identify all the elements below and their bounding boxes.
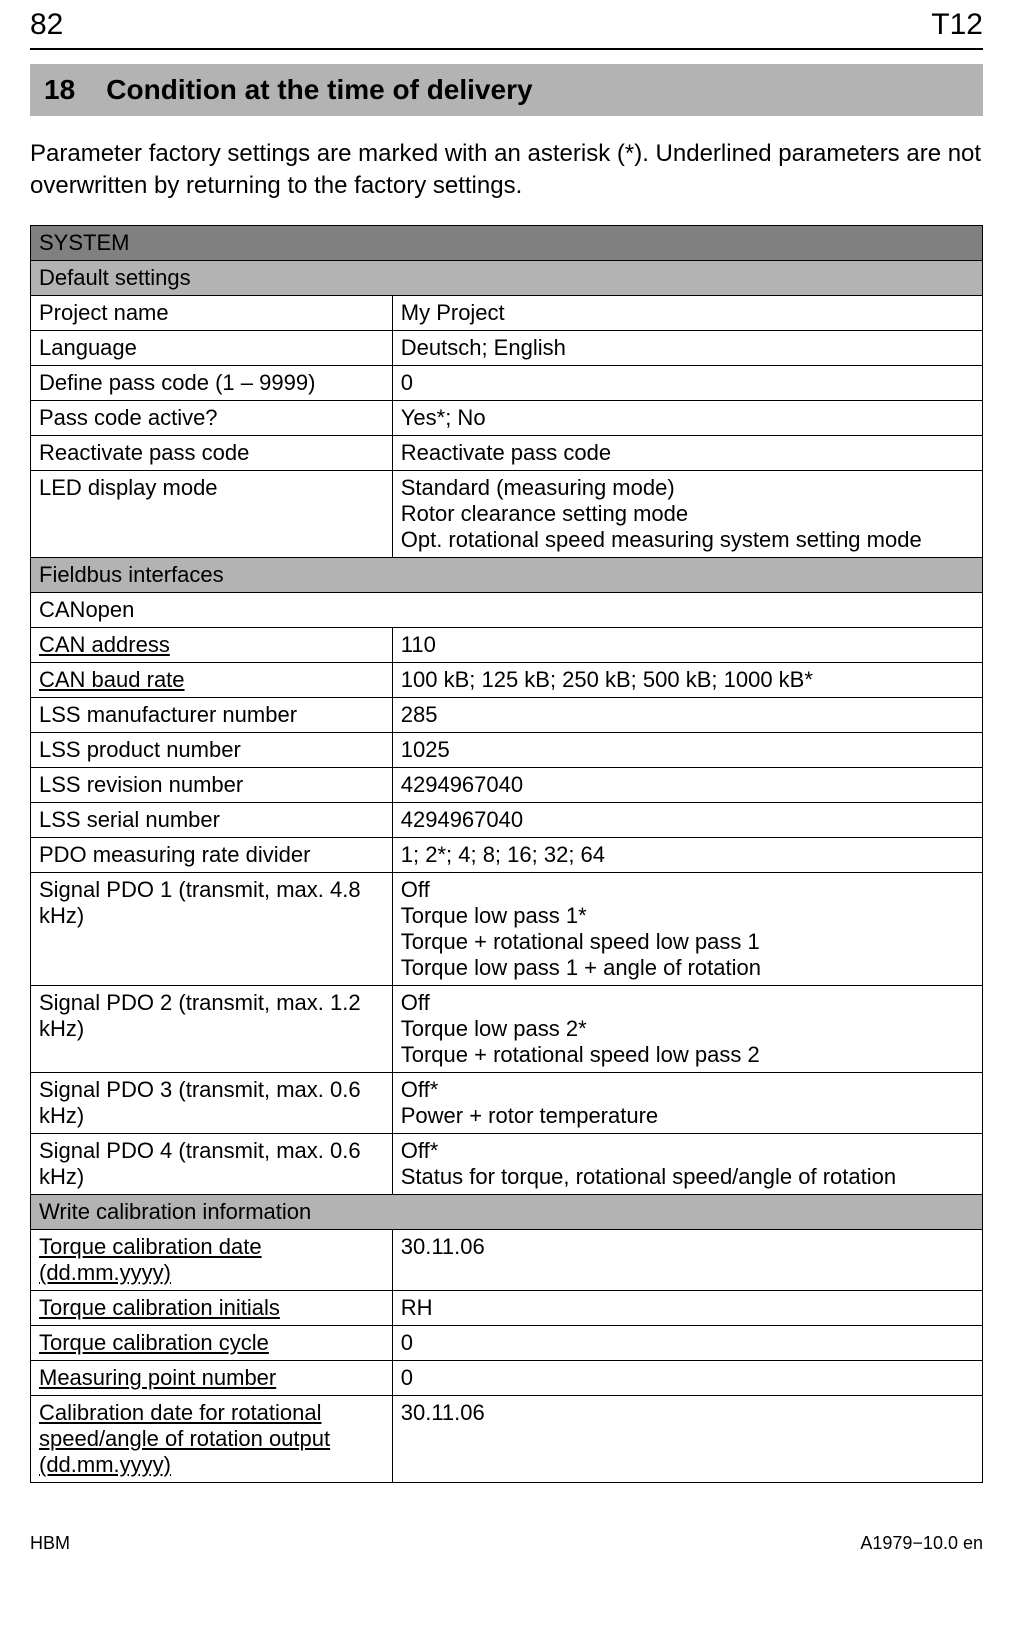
table-row: Write calibration information: [31, 1194, 983, 1229]
param-name: Signal PDO 4 (transmit, max. 0.6 kHz): [31, 1133, 393, 1194]
param-value: 4294967040: [392, 767, 982, 802]
group-header: CANopen: [31, 592, 983, 627]
param-value: Standard (measuring mode) Rotor clearanc…: [392, 470, 982, 557]
table-row: LSS product number1025: [31, 732, 983, 767]
section-number: 18: [44, 74, 75, 105]
table-row: PDO measuring rate divider1; 2*; 4; 8; 1…: [31, 837, 983, 872]
doc-code: T12: [931, 8, 983, 42]
param-name: Signal PDO 3 (transmit, max. 0.6 kHz): [31, 1072, 393, 1133]
table-row: Calibration date for rotational speed/an…: [31, 1395, 983, 1482]
table-row: Torque calibration date (dd.mm.yyyy)30.1…: [31, 1229, 983, 1290]
parameters-table: SYSTEMDefault settingsProject nameMy Pro…: [30, 225, 983, 1483]
table-row: Measuring point number0: [31, 1360, 983, 1395]
table-row: Signal PDO 1 (transmit, max. 4.8 kHz)Off…: [31, 872, 983, 985]
section-title: Condition at the time of delivery: [106, 74, 532, 105]
table-row: Signal PDO 3 (transmit, max. 0.6 kHz)Off…: [31, 1072, 983, 1133]
param-value: 1; 2*; 4; 8; 16; 32; 64: [392, 837, 982, 872]
param-name: LED display mode: [31, 470, 393, 557]
param-value: Deutsch; English: [392, 330, 982, 365]
param-value: My Project: [392, 295, 982, 330]
table-row: Pass code active?Yes*; No: [31, 400, 983, 435]
param-value: 0: [392, 365, 982, 400]
param-value: 0: [392, 1360, 982, 1395]
group-header: Write calibration information: [31, 1194, 983, 1229]
param-value: 30.11.06: [392, 1395, 982, 1482]
table-row: CAN baud rate100 kB; 125 kB; 250 kB; 500…: [31, 662, 983, 697]
group-header: Fieldbus interfaces: [31, 557, 983, 592]
param-value: 100 kB; 125 kB; 250 kB; 500 kB; 1000 kB*: [392, 662, 982, 697]
table-row: LED display modeStandard (measuring mode…: [31, 470, 983, 557]
param-name: CAN address: [31, 627, 393, 662]
table-row: CAN address110: [31, 627, 983, 662]
table-row: Torque calibration initialsRH: [31, 1290, 983, 1325]
param-name: CAN baud rate: [31, 662, 393, 697]
param-value: Off* Power + rotor temperature: [392, 1072, 982, 1133]
intro-paragraph: Parameter factory settings are marked wi…: [30, 138, 983, 203]
param-name: Signal PDO 1 (transmit, max. 4.8 kHz): [31, 872, 393, 985]
param-name: Torque calibration cycle: [31, 1325, 393, 1360]
table-row: Define pass code (1 – 9999)0: [31, 365, 983, 400]
page-footer: HBM A1979−10.0 en: [30, 1533, 983, 1554]
param-name: Torque calibration date (dd.mm.yyyy): [31, 1229, 393, 1290]
param-value: RH: [392, 1290, 982, 1325]
table-row: Fieldbus interfaces: [31, 557, 983, 592]
table-row: Torque calibration cycle0: [31, 1325, 983, 1360]
param-name: Reactivate pass code: [31, 435, 393, 470]
page: 82 T12 18 Condition at the time of deliv…: [0, 0, 1013, 1584]
param-name: LSS revision number: [31, 767, 393, 802]
param-name: Signal PDO 2 (transmit, max. 1.2 kHz): [31, 985, 393, 1072]
param-value: Off* Status for torque, rotational speed…: [392, 1133, 982, 1194]
param-name: LSS product number: [31, 732, 393, 767]
table-row: Reactivate pass codeReactivate pass code: [31, 435, 983, 470]
table-row: Signal PDO 4 (transmit, max. 0.6 kHz)Off…: [31, 1133, 983, 1194]
table-row: Default settings: [31, 260, 983, 295]
param-name: Project name: [31, 295, 393, 330]
param-name: Torque calibration initials: [31, 1290, 393, 1325]
section-heading: 18 Condition at the time of delivery: [30, 64, 983, 116]
group-header: SYSTEM: [31, 225, 983, 260]
footer-left: HBM: [30, 1533, 70, 1554]
table-row: SYSTEM: [31, 225, 983, 260]
param-name: Calibration date for rotational speed/an…: [31, 1395, 393, 1482]
table-row: LSS serial number4294967040: [31, 802, 983, 837]
page-number: 82: [30, 8, 63, 42]
table-row: Signal PDO 2 (transmit, max. 1.2 kHz)Off…: [31, 985, 983, 1072]
group-header: Default settings: [31, 260, 983, 295]
param-value: 0: [392, 1325, 982, 1360]
param-value: Off Torque low pass 2* Torque + rotation…: [392, 985, 982, 1072]
param-name: LSS serial number: [31, 802, 393, 837]
table-row: Project nameMy Project: [31, 295, 983, 330]
table-row: LanguageDeutsch; English: [31, 330, 983, 365]
param-name: Define pass code (1 – 9999): [31, 365, 393, 400]
param-value: 4294967040: [392, 802, 982, 837]
table-row: CANopen: [31, 592, 983, 627]
param-name: Language: [31, 330, 393, 365]
page-header: 82 T12: [30, 0, 983, 50]
param-value: Yes*; No: [392, 400, 982, 435]
table-row: LSS revision number4294967040: [31, 767, 983, 802]
footer-right: A1979−10.0 en: [860, 1533, 983, 1554]
param-value: Reactivate pass code: [392, 435, 982, 470]
param-name: LSS manufacturer number: [31, 697, 393, 732]
param-value: 30.11.06: [392, 1229, 982, 1290]
param-value: 1025: [392, 732, 982, 767]
param-name: Measuring point number: [31, 1360, 393, 1395]
param-value: 285: [392, 697, 982, 732]
param-value: Off Torque low pass 1* Torque + rotation…: [392, 872, 982, 985]
param-name: Pass code active?: [31, 400, 393, 435]
param-value: 110: [392, 627, 982, 662]
table-row: LSS manufacturer number285: [31, 697, 983, 732]
param-name: PDO measuring rate divider: [31, 837, 393, 872]
